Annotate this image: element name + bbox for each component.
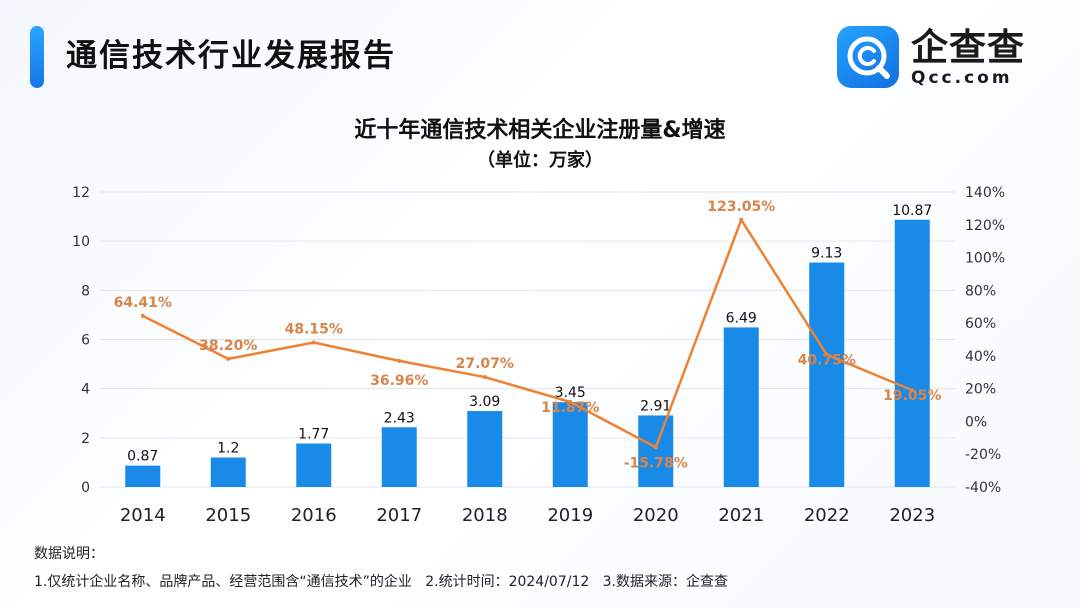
growth-rate-point (311, 340, 316, 345)
bar-value-label: 10.87 (892, 203, 932, 219)
y-right-tick-label: 100% (965, 251, 1005, 267)
bar-value-label: 2.91 (640, 398, 671, 414)
y-left-tick-label: 4 (81, 382, 90, 398)
title-accent-bar (30, 26, 44, 88)
qcc-logo-icon (837, 26, 899, 88)
growth-rate-point (824, 352, 829, 357)
y-left-tick-label: 2 (81, 431, 90, 447)
chart-subtitle: （单位：万家） (477, 150, 603, 171)
y-left-tick-label: 12 (72, 185, 90, 201)
bar-value-label: 1.77 (298, 426, 329, 442)
growth-rate-label: 48.15% (285, 322, 343, 338)
bar (552, 402, 588, 487)
growth-rate-label: 19.05% (883, 388, 941, 404)
chart-title: 近十年通信技术相关企业注册量&增速 (354, 118, 726, 143)
bar (894, 219, 930, 487)
y-right-tick-label: 80% (965, 283, 996, 299)
y-right-tick-label: -40% (965, 480, 1001, 496)
x-tick-label: 2018 (462, 505, 508, 526)
y-right-tick-label: 60% (965, 316, 996, 332)
growth-rate-point (140, 313, 145, 318)
y-right-tick-label: 40% (965, 349, 996, 365)
bar (381, 427, 417, 487)
growth-rate-label: 36.96% (370, 373, 428, 389)
growth-rate-point (910, 388, 915, 393)
bar (296, 443, 332, 487)
growth-rate-label: 64.41% (114, 295, 172, 311)
growth-rate-line (142, 218, 913, 449)
x-tick-label: 2021 (718, 505, 764, 526)
bar-value-label: 2.43 (384, 410, 415, 426)
bar (210, 457, 246, 487)
y-left-tick-label: 0 (81, 480, 90, 496)
growth-rate-point (568, 399, 573, 404)
logo-wordmark-cn: 企查查 (911, 26, 1025, 69)
growth-rate-point (226, 356, 231, 361)
x-tick-label: 2014 (120, 505, 166, 526)
bar-value-label: 1.2 (217, 441, 239, 457)
bar (809, 262, 845, 487)
growth-rate-label: 40.75% (798, 353, 856, 369)
y-right-tick-label: 0% (965, 414, 987, 430)
growth-rate-point (739, 217, 744, 222)
y-right-tick-label: 20% (965, 382, 996, 398)
x-tick-label: 2019 (547, 505, 593, 526)
bar-value-label: 9.13 (811, 246, 842, 262)
bar-value-label: 3.45 (555, 385, 586, 401)
y-left-tick-label: 6 (81, 333, 90, 349)
growth-rate-point (653, 445, 658, 450)
x-tick-label: 2016 (291, 505, 337, 526)
bar-value-label: 3.09 (469, 394, 500, 410)
notes-title: 数据说明： (34, 546, 104, 562)
y-left-tick-label: 8 (81, 283, 90, 299)
x-tick-label: 2017 (376, 505, 422, 526)
y-right-tick-label: 140% (965, 185, 1005, 201)
x-tick-label: 2015 (205, 505, 251, 526)
growth-rate-point (397, 358, 402, 363)
bar (467, 411, 503, 487)
bar-value-label: 6.49 (726, 310, 757, 326)
y-left-tick-label: 10 (72, 234, 90, 250)
growth-rate-label: 27.07% (456, 356, 514, 372)
logo-wordmark-en: Qcc.com (911, 68, 1013, 88)
x-tick-label: 2020 (633, 505, 679, 526)
bar (125, 465, 161, 487)
y-right-tick-label: 120% (965, 218, 1005, 234)
bar (638, 415, 674, 487)
y-right-tick-label: -20% (965, 447, 1001, 463)
growth-rate-point (482, 375, 487, 380)
bar (723, 327, 759, 487)
notes-body: 1.仅统计企业名称、品牌产品、经营范围含“通信技术”的企业 2.统计时间：202… (34, 574, 728, 590)
x-tick-label: 2023 (889, 505, 935, 526)
growth-rate-label: -15.78% (624, 455, 688, 471)
page-title: 通信技术行业发展报告 (66, 38, 396, 74)
x-tick-label: 2022 (804, 505, 850, 526)
growth-rate-label: 38.20% (199, 338, 257, 354)
growth-rate-label: 11.87% (541, 400, 599, 416)
brand-logo: 企查查 Qcc.com (837, 26, 1025, 88)
growth-rate-label: 123.05% (707, 199, 775, 215)
bar-value-label: 0.87 (127, 449, 158, 465)
